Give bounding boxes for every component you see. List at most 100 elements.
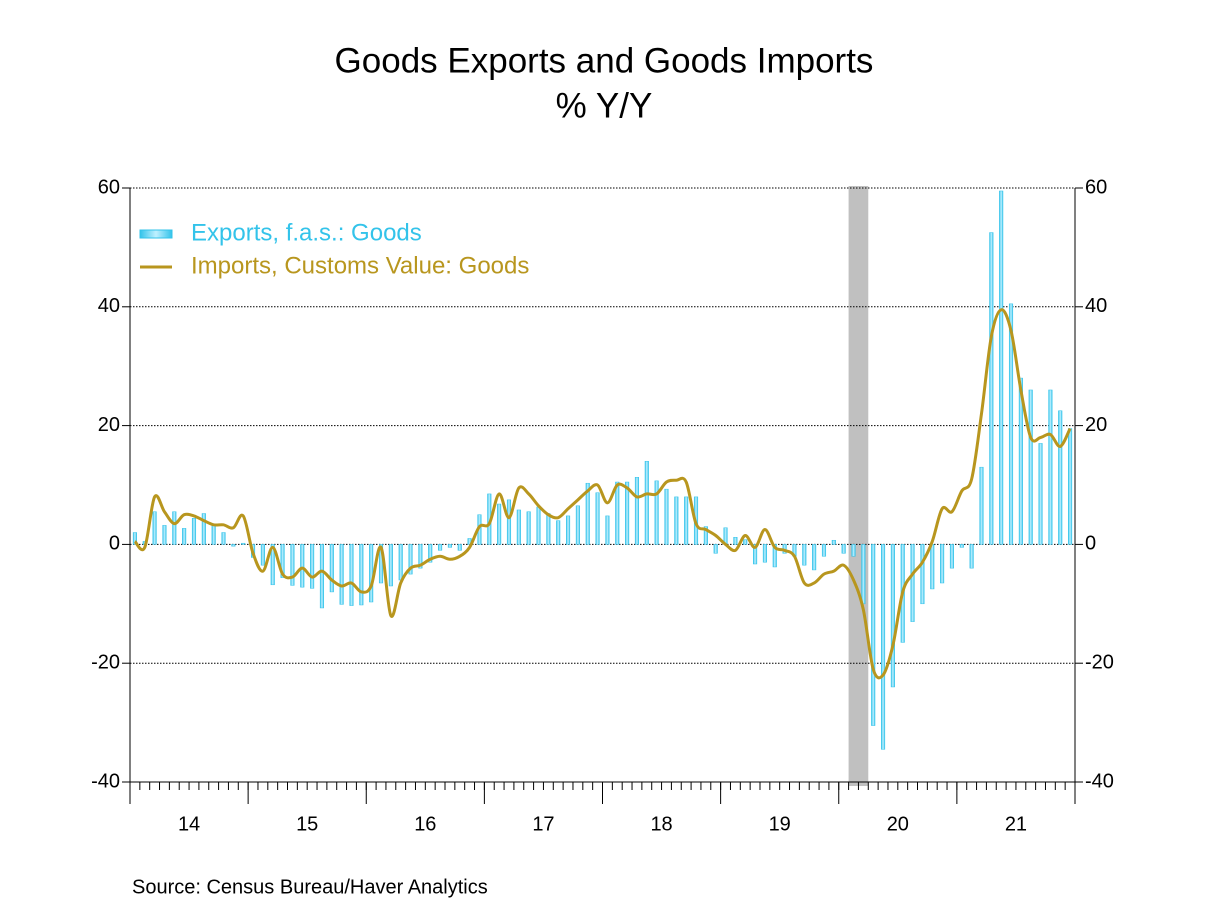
bar [497,503,502,545]
bar [191,518,197,545]
bar [772,544,777,568]
bar [940,544,945,584]
bar [319,544,325,609]
legend-label: Exports, f.a.s.: Goods [191,219,422,246]
bar [585,482,590,545]
x-tick-label: 21 [1005,813,1027,835]
bar [526,511,531,545]
bar [890,544,895,688]
bar [831,539,836,545]
bar [349,544,354,606]
bar [438,544,443,551]
y2-tick-label: 40 [1085,295,1107,317]
bar [300,544,305,588]
bar [172,511,177,545]
bar [1038,443,1043,545]
bar [270,544,275,586]
x-tick-label: 17 [532,813,554,835]
bar [290,544,295,586]
bar [132,532,137,545]
y-tick-label: 60 [98,176,120,198]
bar [369,544,374,603]
bar [802,544,807,566]
bar [329,544,334,593]
bar [989,232,994,545]
bar [664,488,669,545]
bar [595,492,600,545]
bar [1068,428,1073,545]
bar [979,466,984,545]
bar [241,542,246,545]
bar [743,539,748,545]
bar [388,544,393,587]
bar [999,190,1004,545]
bar [615,481,620,545]
bar [536,506,541,545]
x-tick-label: 14 [178,813,200,835]
bar [753,544,758,565]
bar [457,544,462,551]
chart-title: Goods Exports and Goods Imports [335,41,874,80]
x-tick-label: 20 [887,813,909,835]
bar [684,496,689,545]
legend-swatch [139,229,173,239]
y2-tick-label: 20 [1085,414,1107,436]
bar [634,477,640,545]
recession-shade [848,186,869,786]
bar [930,544,935,590]
bar [211,524,216,545]
y-tick-label: -40 [91,770,120,792]
bar [949,544,955,569]
y-tick-label: 0 [109,533,120,555]
bar [408,544,413,575]
chart-subtitle: % Y/Y [556,86,653,125]
bar [871,544,876,726]
bar [516,509,521,545]
bar [821,544,827,557]
bar [733,537,738,545]
bar [310,544,315,589]
bar [1028,389,1033,545]
bar [152,511,157,545]
bar [920,544,925,605]
y2-tick-label: -40 [1085,770,1114,792]
bar [605,515,610,545]
bar [260,544,265,566]
bar [1008,303,1014,545]
bar [644,460,649,545]
bar [713,544,718,554]
bar [447,544,452,548]
bar [506,499,512,545]
bar [841,544,846,554]
legend-label: Imports, Customs Value: Goods [191,252,529,279]
bar [398,544,403,581]
bar [674,496,679,545]
bar [1048,389,1053,545]
bar [221,532,226,545]
bar [1018,377,1023,545]
bar [546,513,551,545]
bar [625,481,630,545]
bar [418,544,423,569]
y2-tick-label: -20 [1085,651,1114,673]
y-tick-label: 40 [98,295,120,317]
source: Source: Census Bureau/Haver Analytics [132,876,488,898]
bar [959,544,964,548]
bar [654,480,659,545]
bar [880,544,886,750]
bar [162,525,167,545]
bar [201,513,206,545]
y2-tick-label: 60 [1085,176,1107,198]
x-tick-label: 18 [650,813,672,835]
bar [428,544,433,563]
x-tick-label: 15 [296,813,318,835]
bar [565,515,571,545]
x-tick-label: 19 [769,813,791,835]
bar [762,544,767,563]
bar [182,528,187,545]
y-tick-label: 20 [98,414,120,436]
bar [231,544,236,547]
line [133,308,1072,680]
bar [575,505,580,545]
